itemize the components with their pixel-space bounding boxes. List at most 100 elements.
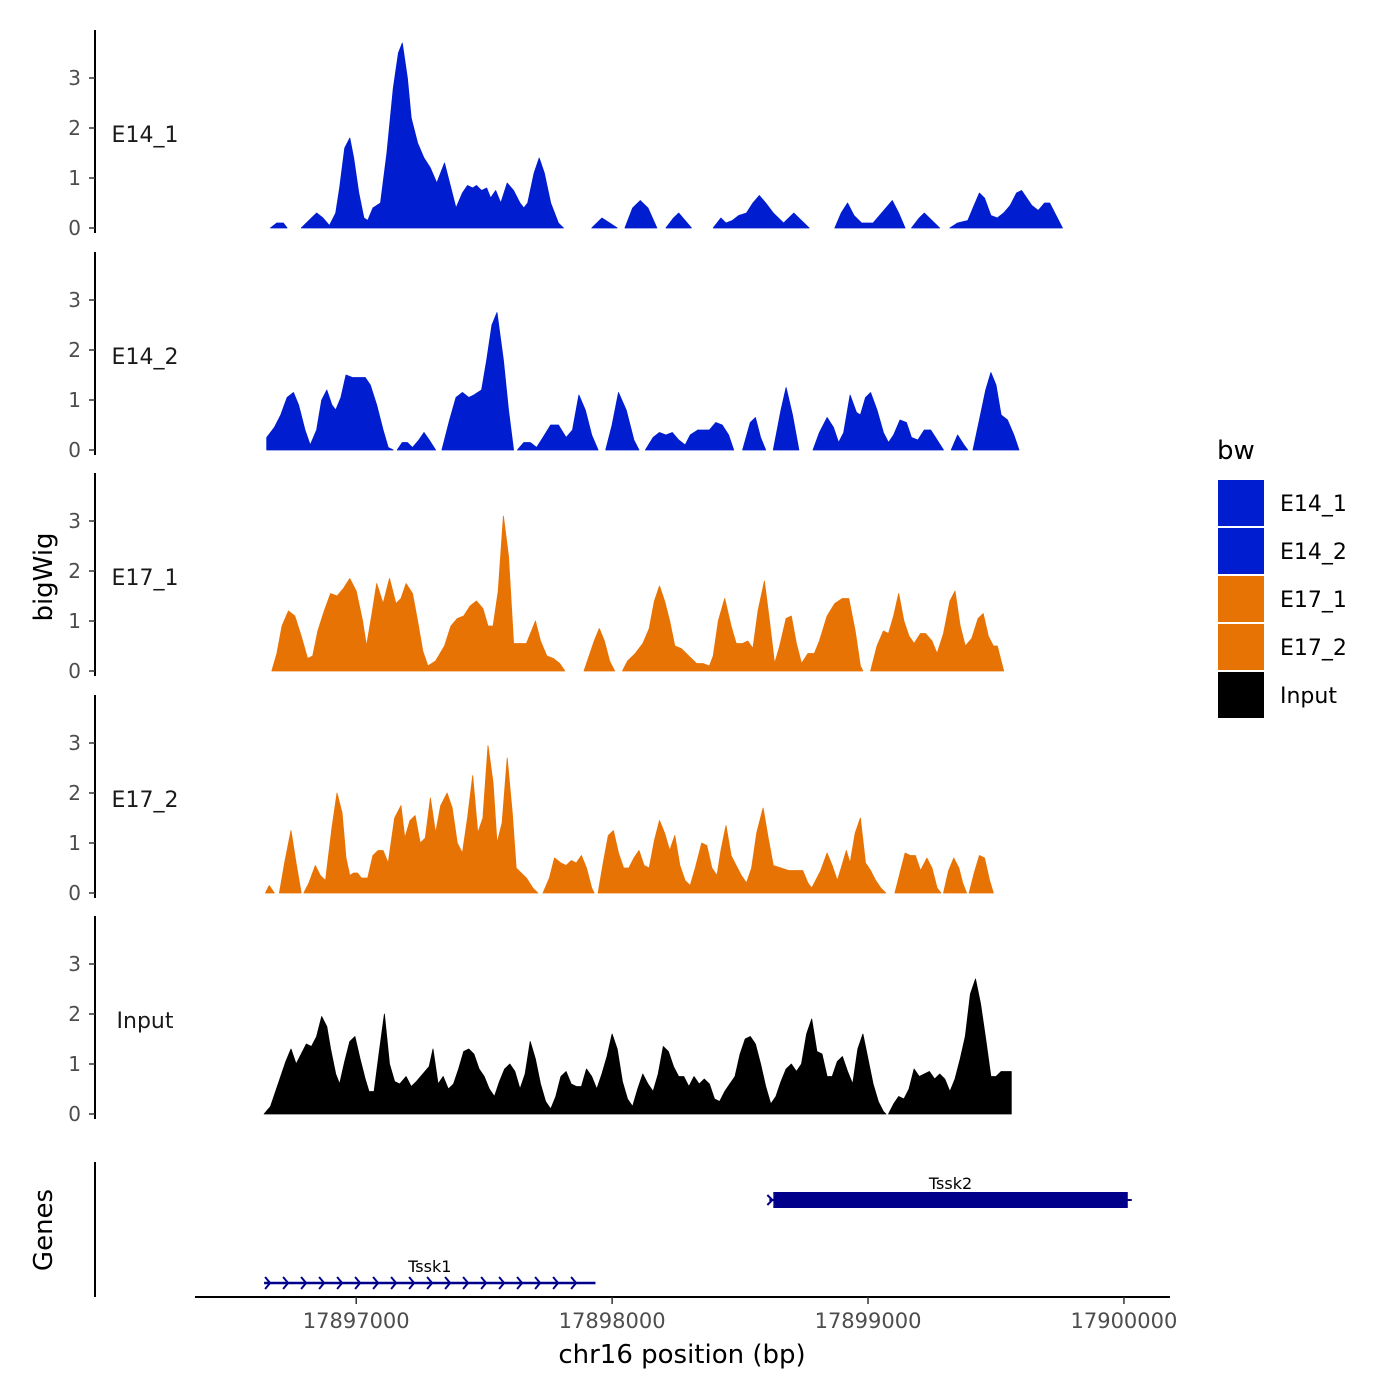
track-E14_2: 0 1 2 3 E14_2: [68, 252, 1020, 462]
signal-area: [812, 392, 944, 451]
y-tick-label: 2: [68, 116, 81, 140]
track-label: E17_2: [112, 788, 179, 813]
strand-arrow: [552, 1276, 560, 1290]
strand-arrow: [336, 1276, 344, 1290]
signal-area: [665, 212, 692, 229]
signal-area: [396, 432, 436, 451]
y-tick-label: 2: [68, 338, 81, 362]
legend-swatch: [1218, 672, 1264, 718]
signal-area: [834, 200, 906, 229]
signal-area: [266, 374, 394, 451]
strand-arrow: [516, 1276, 524, 1290]
track-label: E17_1: [112, 566, 179, 591]
track-label: Input: [117, 1009, 174, 1034]
y-tick-label: 2: [68, 781, 81, 805]
gene-Tssk2: Tssk2: [766, 1174, 1132, 1208]
signal-area: [517, 394, 599, 451]
signal-area: [888, 978, 1012, 1115]
track-E17_1: 0 1 2 3 E17_1: [68, 473, 1005, 683]
x-tick-label: 17900000: [1070, 1309, 1177, 1333]
track-Input: 0 1 2 3 Input: [68, 916, 1012, 1126]
y-tick-label: 0: [68, 881, 81, 905]
signal-area: [712, 195, 810, 229]
gene-Tssk1: Tssk1: [264, 1257, 596, 1290]
strand-arrow: [426, 1276, 434, 1290]
signal-area: [968, 855, 994, 894]
strand-arrow: [766, 1194, 774, 1206]
track-E17_2: 0 1 2 3 E17_2: [68, 695, 994, 905]
track-panels: 0 1 2 3 E14_1 0 1 2 3 E14_2 0 1 2 3 E17_1 0 1 2 3 E17_2 0 1 2 3…: [68, 30, 1063, 1126]
signal-area: [591, 217, 618, 229]
x-tick-label: 17897000: [303, 1309, 410, 1333]
signal-area: [441, 312, 514, 451]
gene-exon: [773, 1192, 1128, 1208]
y-tick-label: 0: [68, 438, 81, 462]
signal-area: [772, 387, 800, 451]
track-label: E14_1: [112, 123, 179, 148]
strand-arrow: [480, 1276, 488, 1290]
signal-area: [645, 422, 735, 451]
strand-arrow: [462, 1276, 470, 1290]
signal-area: [270, 222, 288, 229]
legend-swatch: [1218, 624, 1264, 670]
y-tick-label: 1: [68, 388, 81, 412]
y-tick-label: 1: [68, 609, 81, 633]
y-tick-label: 3: [68, 288, 81, 312]
x-axis: 17897000 17898000 17899000 17900000: [195, 1296, 1177, 1333]
y-tick-label: 1: [68, 1052, 81, 1076]
y-tick-label: 2: [68, 1002, 81, 1026]
y-tick-label: 0: [68, 1102, 81, 1126]
track-E14_1: 0 1 2 3 E14_1: [68, 30, 1063, 240]
y-tick-label: 3: [68, 731, 81, 755]
legend-label: E17_2: [1280, 636, 1347, 661]
signal-area: [870, 590, 1005, 672]
strand-arrow: [300, 1276, 308, 1290]
strand-arrow: [570, 1276, 578, 1290]
signal-area: [972, 372, 1020, 451]
track-label: E14_2: [112, 345, 179, 370]
signal-area: [303, 745, 539, 894]
y-tick-label: 1: [68, 831, 81, 855]
strand-arrow: [264, 1276, 272, 1290]
signal-area: [605, 392, 640, 451]
y-tick-label: 3: [68, 66, 81, 90]
x-tick-label: 17898000: [559, 1309, 666, 1333]
x-tick-label: 17899000: [815, 1309, 922, 1333]
legend-label: E14_2: [1280, 540, 1347, 565]
legend-swatch: [1218, 480, 1264, 526]
genes-axis-title: Genes: [29, 1189, 59, 1271]
signal-area: [949, 190, 1063, 229]
x-axis-title: chr16 position (bp): [558, 1340, 805, 1370]
signal-area: [271, 515, 566, 672]
strand-arrow: [390, 1276, 398, 1290]
signal-area: [542, 855, 595, 894]
y-tick-label: 2: [68, 559, 81, 583]
signal-area: [279, 830, 302, 894]
signal-area: [622, 580, 864, 672]
signal-area: [624, 200, 658, 229]
legend-swatch: [1218, 576, 1264, 622]
strand-arrow: [408, 1276, 416, 1290]
y-tick-label: 0: [68, 216, 81, 240]
signal-area: [265, 885, 275, 894]
signal-area: [742, 417, 767, 451]
signal-area: [950, 434, 969, 451]
signal-area: [300, 42, 564, 229]
signal-area: [583, 628, 616, 672]
y-tick-label: 1: [68, 166, 81, 190]
strand-arrow: [354, 1276, 362, 1290]
strand-arrow: [372, 1276, 380, 1290]
legend-swatch: [1218, 528, 1264, 574]
signal-area: [894, 852, 942, 894]
strand-arrow: [282, 1276, 290, 1290]
signal-area: [263, 1013, 887, 1115]
y-tick-label: 0: [68, 659, 81, 683]
signal-area: [911, 212, 941, 229]
signal-area: [943, 857, 967, 894]
y-axis-title: bigWig: [29, 532, 59, 621]
gene-label: Tssk1: [407, 1257, 451, 1276]
legend-label: Input: [1280, 684, 1337, 709]
y-tick-label: 3: [68, 952, 81, 976]
